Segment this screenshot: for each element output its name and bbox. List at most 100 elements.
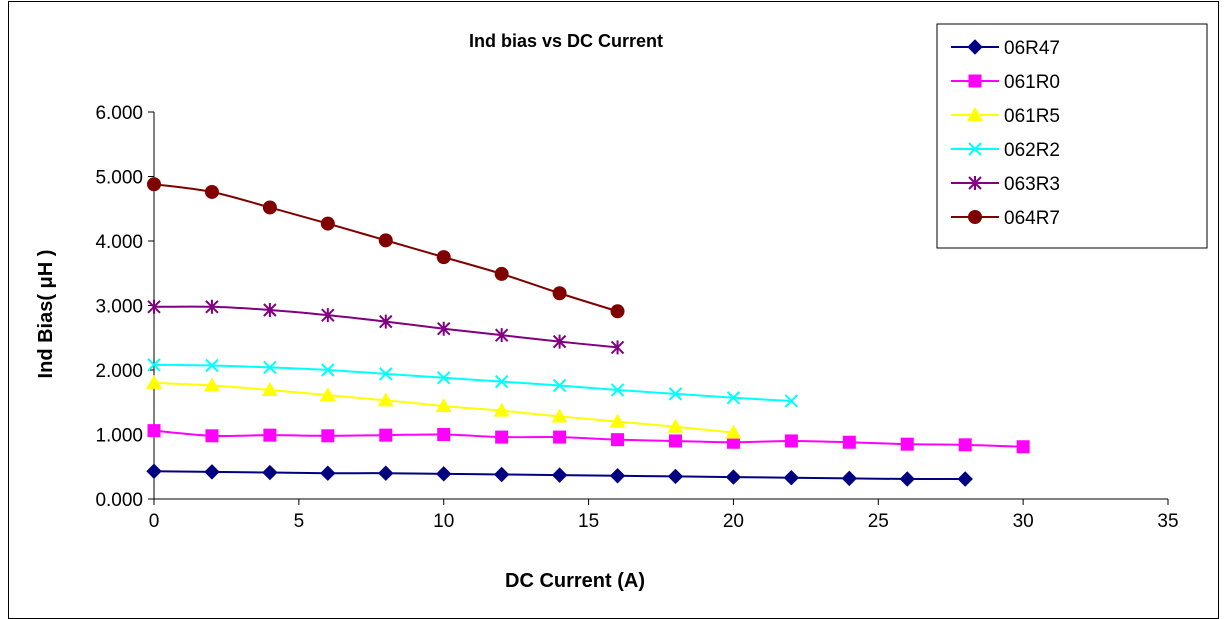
y-tick-label: 0.000 (95, 490, 143, 511)
data-point (899, 471, 915, 487)
data-point (725, 469, 742, 485)
data-point (147, 424, 161, 438)
data-point (552, 378, 567, 393)
series-061R0 (147, 424, 1030, 454)
data-point (263, 428, 277, 442)
x-tick-label: 0 (149, 511, 160, 532)
legend-marker (967, 107, 983, 121)
x-tick-label: 35 (1157, 511, 1178, 532)
data-point (320, 465, 336, 481)
data-point (610, 304, 625, 319)
x-tick-label: 20 (723, 511, 744, 532)
data-point (205, 429, 219, 443)
data-point (205, 358, 219, 373)
y-axis-title: Ind Bias( μH ) (35, 250, 57, 379)
data-point (262, 200, 277, 215)
data-point (147, 299, 161, 314)
y-tick-label: 6.000 (95, 103, 143, 124)
data-point (958, 438, 972, 452)
data-point (667, 468, 684, 485)
data-point (263, 360, 277, 375)
data-point (146, 374, 162, 389)
data-point (667, 418, 684, 433)
data-point (611, 433, 625, 447)
x-tick-label: 10 (433, 511, 454, 532)
data-point (377, 392, 394, 407)
data-point (493, 402, 510, 417)
plot-series (146, 177, 1030, 487)
data-point (784, 434, 798, 448)
series-061R5 (146, 374, 742, 439)
legend-label: 061R0 (1004, 72, 1060, 93)
data-point (261, 381, 278, 396)
series-064R7 (147, 177, 625, 319)
data-point (203, 377, 220, 392)
series-line (153, 183, 618, 313)
legend-item: 061R0 (951, 72, 1060, 93)
data-point (668, 387, 683, 401)
data-point (437, 371, 451, 385)
series-06R47 (146, 463, 973, 487)
data-point (204, 464, 220, 480)
data-point (205, 299, 219, 314)
y-tick-label: 5.000 (95, 168, 143, 189)
data-point (668, 434, 682, 448)
legend-label: 062R2 (1004, 140, 1060, 161)
data-point (957, 471, 973, 487)
data-point (610, 340, 625, 355)
data-point (435, 398, 452, 413)
data-point (378, 465, 394, 481)
x-tick-label: 25 (868, 511, 889, 532)
y-tick-label: 1.000 (95, 426, 143, 447)
data-point (436, 466, 452, 482)
data-point (494, 374, 509, 389)
data-point (726, 391, 741, 405)
data-point (610, 383, 625, 397)
data-point (319, 387, 336, 402)
data-point (437, 321, 451, 336)
legend-item: 064R7 (951, 208, 1060, 229)
y-tick-label: 3.000 (95, 297, 143, 318)
data-point (437, 428, 451, 441)
data-point (147, 177, 161, 192)
legend-item: 06R47 (951, 38, 1060, 59)
data-point (551, 408, 568, 423)
data-point (147, 358, 161, 372)
legend-item: 063R3 (951, 174, 1060, 195)
chart-title: Ind bias vs DC Current (469, 31, 663, 51)
data-point (609, 468, 626, 484)
x-axis-title: DC Current (A) (505, 570, 645, 592)
legend-label: 064R7 (1004, 208, 1060, 229)
legend-marker (968, 142, 982, 156)
legend-item: 061R5 (951, 106, 1060, 127)
data-point (784, 394, 799, 408)
data-point (1016, 440, 1030, 454)
data-point (783, 470, 800, 486)
legend: 06R47 061R0 061R5 062R2 063R3 064R7 (936, 23, 1208, 249)
legend-marker (968, 210, 982, 224)
y-tick-label: 2.000 (95, 361, 143, 382)
y-tick-label: 4.000 (95, 232, 143, 253)
x-tick-label: 5 (294, 511, 305, 532)
x-tick-label: 15 (578, 511, 599, 532)
data-point (842, 435, 856, 449)
data-point (841, 470, 858, 487)
legend-label: 061R5 (1004, 106, 1060, 127)
legend-item: 062R2 (951, 140, 1060, 161)
legend-label: 063R3 (1004, 174, 1060, 195)
data-point (262, 464, 278, 481)
data-point (494, 328, 509, 343)
series-line (153, 363, 792, 402)
data-point (263, 303, 277, 318)
data-point (726, 435, 740, 449)
legend-box (936, 23, 1208, 249)
legend-label: 06R47 (1004, 38, 1060, 59)
data-point (321, 308, 335, 323)
data-point (553, 430, 567, 444)
data-point (204, 184, 219, 199)
legend-marker (968, 74, 982, 88)
data-point (378, 233, 393, 248)
data-point (321, 363, 335, 377)
x-tick-label: 30 (1013, 511, 1034, 532)
